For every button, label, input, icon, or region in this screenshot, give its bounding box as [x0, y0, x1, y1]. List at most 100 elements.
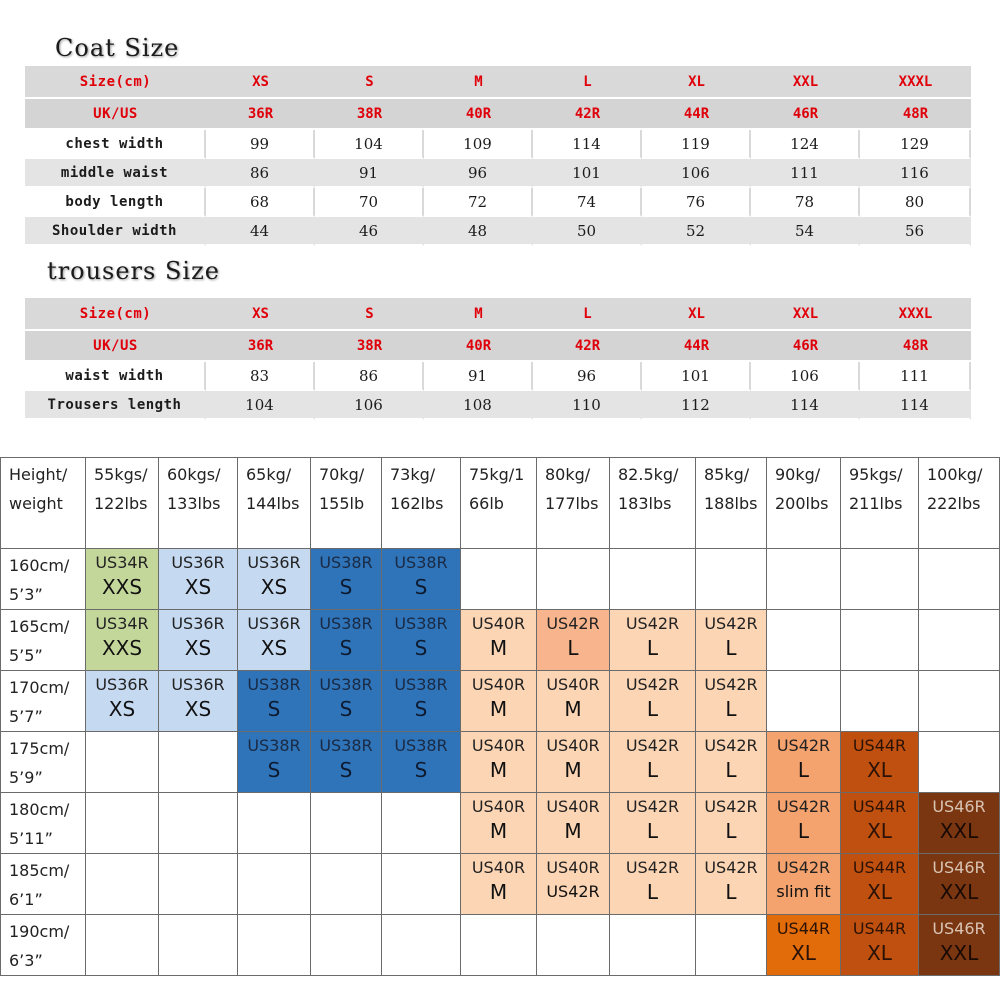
size-cell: US42R L — [695, 670, 767, 732]
size-cell: US42R L — [609, 609, 696, 671]
weight-line: 155lb — [319, 494, 365, 513]
us-size: US44R — [852, 919, 907, 938]
ukus-size: 38R — [315, 331, 424, 362]
us-size: US42R — [704, 858, 758, 877]
weight-heading: 55kgs/122lbs — [85, 457, 159, 549]
size-cell: US44R XL — [766, 914, 841, 976]
height-line: 5’11” — [9, 829, 53, 848]
size-cell: US42R L — [609, 731, 696, 793]
measurement-value: 101 — [533, 159, 642, 188]
us-size: US42R — [776, 858, 831, 877]
letter-size: L — [646, 697, 659, 721]
size-cell: US44R XL — [840, 914, 919, 976]
ukus-size: 48R — [860, 331, 971, 362]
size-heading: L — [533, 298, 642, 331]
empty-cell — [381, 914, 461, 976]
weight-heading: 85kg/188lbs — [695, 457, 767, 549]
ukus-size: 44R — [642, 99, 751, 130]
empty-cell — [695, 548, 767, 610]
weight-line: 75kg/1 — [469, 465, 525, 484]
size-heading: XXL — [751, 298, 860, 331]
weight-line: 211lbs — [849, 494, 903, 513]
empty-cell — [158, 731, 238, 793]
measurement-value: 80 — [860, 188, 971, 217]
weight-line: 144lbs — [246, 494, 300, 513]
size-cell: US40R M — [460, 731, 537, 793]
size-cell: US40R M — [460, 853, 537, 915]
measurement-value: 124 — [751, 130, 860, 159]
letter-size: M — [489, 697, 508, 721]
trousers-size-table: Size(cm) XS S M L XL XXL XXXL UK/US 36R 38R 40R 42R 4… — [25, 298, 971, 420]
letter-size: L — [725, 758, 737, 782]
empty-cell — [85, 853, 159, 915]
empty-cell — [460, 914, 537, 976]
size-cell: US42R L — [695, 609, 767, 671]
us-size: US42R — [704, 736, 758, 755]
measurement-value: 106 — [642, 159, 751, 188]
size-label: Size(cm) — [25, 298, 206, 331]
us-size: US40R — [546, 736, 600, 755]
letter-size: M — [564, 697, 582, 721]
measurement-label: Trousers length — [25, 391, 206, 420]
size-heading: L — [533, 66, 642, 99]
letter-size: S — [339, 636, 353, 660]
size-heading: XXXL — [860, 66, 971, 99]
measurement-label: waist width — [25, 362, 206, 391]
measurement-value: 106 — [315, 391, 424, 420]
size-cell: US38R S — [381, 670, 461, 732]
us-size: US42R — [704, 797, 758, 816]
us-size: US38R — [319, 675, 373, 694]
size-cell: US40R M — [460, 792, 537, 854]
letter-size: S — [414, 697, 428, 721]
ukus-row: UK/US 36R 38R 40R 42R 44R 46R 48R — [25, 331, 971, 362]
weight-line: 66lb — [469, 494, 504, 513]
height-line: 170cm/ — [9, 678, 70, 697]
height-label: 180cm/5’11” — [0, 792, 86, 854]
measurement-value: 86 — [315, 362, 424, 391]
ukus-size: 46R — [751, 99, 860, 130]
measurement-value: 48 — [424, 217, 533, 246]
measurement-value: 109 — [424, 130, 533, 159]
letter-size: M — [489, 636, 508, 660]
ukus-size: 40R — [424, 99, 533, 130]
measurement-row: waist width 83 86 91 96 101 106 111 — [25, 362, 971, 391]
us-size: US42R — [625, 797, 680, 816]
size-cell: US38R S — [381, 609, 461, 671]
measurement-value: 106 — [751, 362, 860, 391]
measurement-value: 72 — [424, 188, 533, 217]
size-heading: M — [424, 298, 533, 331]
size-cell: US40R US42R — [536, 853, 610, 915]
letter-size: L — [646, 819, 659, 843]
height-row: 185cm/6’1” US40R M US40R US42R US42R L US42R L US… — [0, 853, 1000, 915]
size-cell: US42R L — [695, 792, 767, 854]
measurement-label: body length — [25, 188, 206, 217]
size-cell: US44R XL — [840, 853, 919, 915]
size-cell: US36R XS — [85, 670, 159, 732]
size-cell: US40R M — [536, 670, 610, 732]
weight-line: 85kg/ — [704, 465, 750, 484]
size-cell: US46R XXL — [918, 853, 1000, 915]
letter-size: XXS — [101, 636, 143, 660]
measurement-value: 112 — [642, 391, 751, 420]
weight-line: 82.5kg/ — [618, 465, 679, 484]
empty-cell — [237, 914, 311, 976]
weight-heading: 82.5kg/183lbs — [609, 457, 696, 549]
height-label: 185cm/6’1” — [0, 853, 86, 915]
measurement-row: chest width 99 104 109 114 119 124 129 — [25, 130, 971, 159]
height-row: 180cm/5’11” US40R M US40R M US42R L US42R L US42R… — [0, 792, 1000, 854]
size-cell: US40R M — [460, 670, 537, 732]
letter-size: XL — [867, 758, 892, 782]
weight-line: 100kg/ — [927, 465, 983, 484]
us-size: US38R — [394, 675, 448, 694]
us-size: US44R — [776, 919, 831, 938]
size-cell: US42R slim fit — [766, 853, 841, 915]
letter-size: US42R — [546, 882, 600, 901]
letter-size: M — [489, 758, 508, 782]
corner-line: Height/ — [9, 465, 68, 484]
height-line: 5’7” — [9, 707, 43, 726]
empty-cell — [609, 548, 696, 610]
height-line: 165cm/ — [9, 617, 70, 636]
size-cell: US42R L — [695, 853, 767, 915]
measurement-row: middle waist 86 91 96 101 106 111 116 — [25, 159, 971, 188]
height-label: 165cm/5’5” — [0, 609, 86, 671]
